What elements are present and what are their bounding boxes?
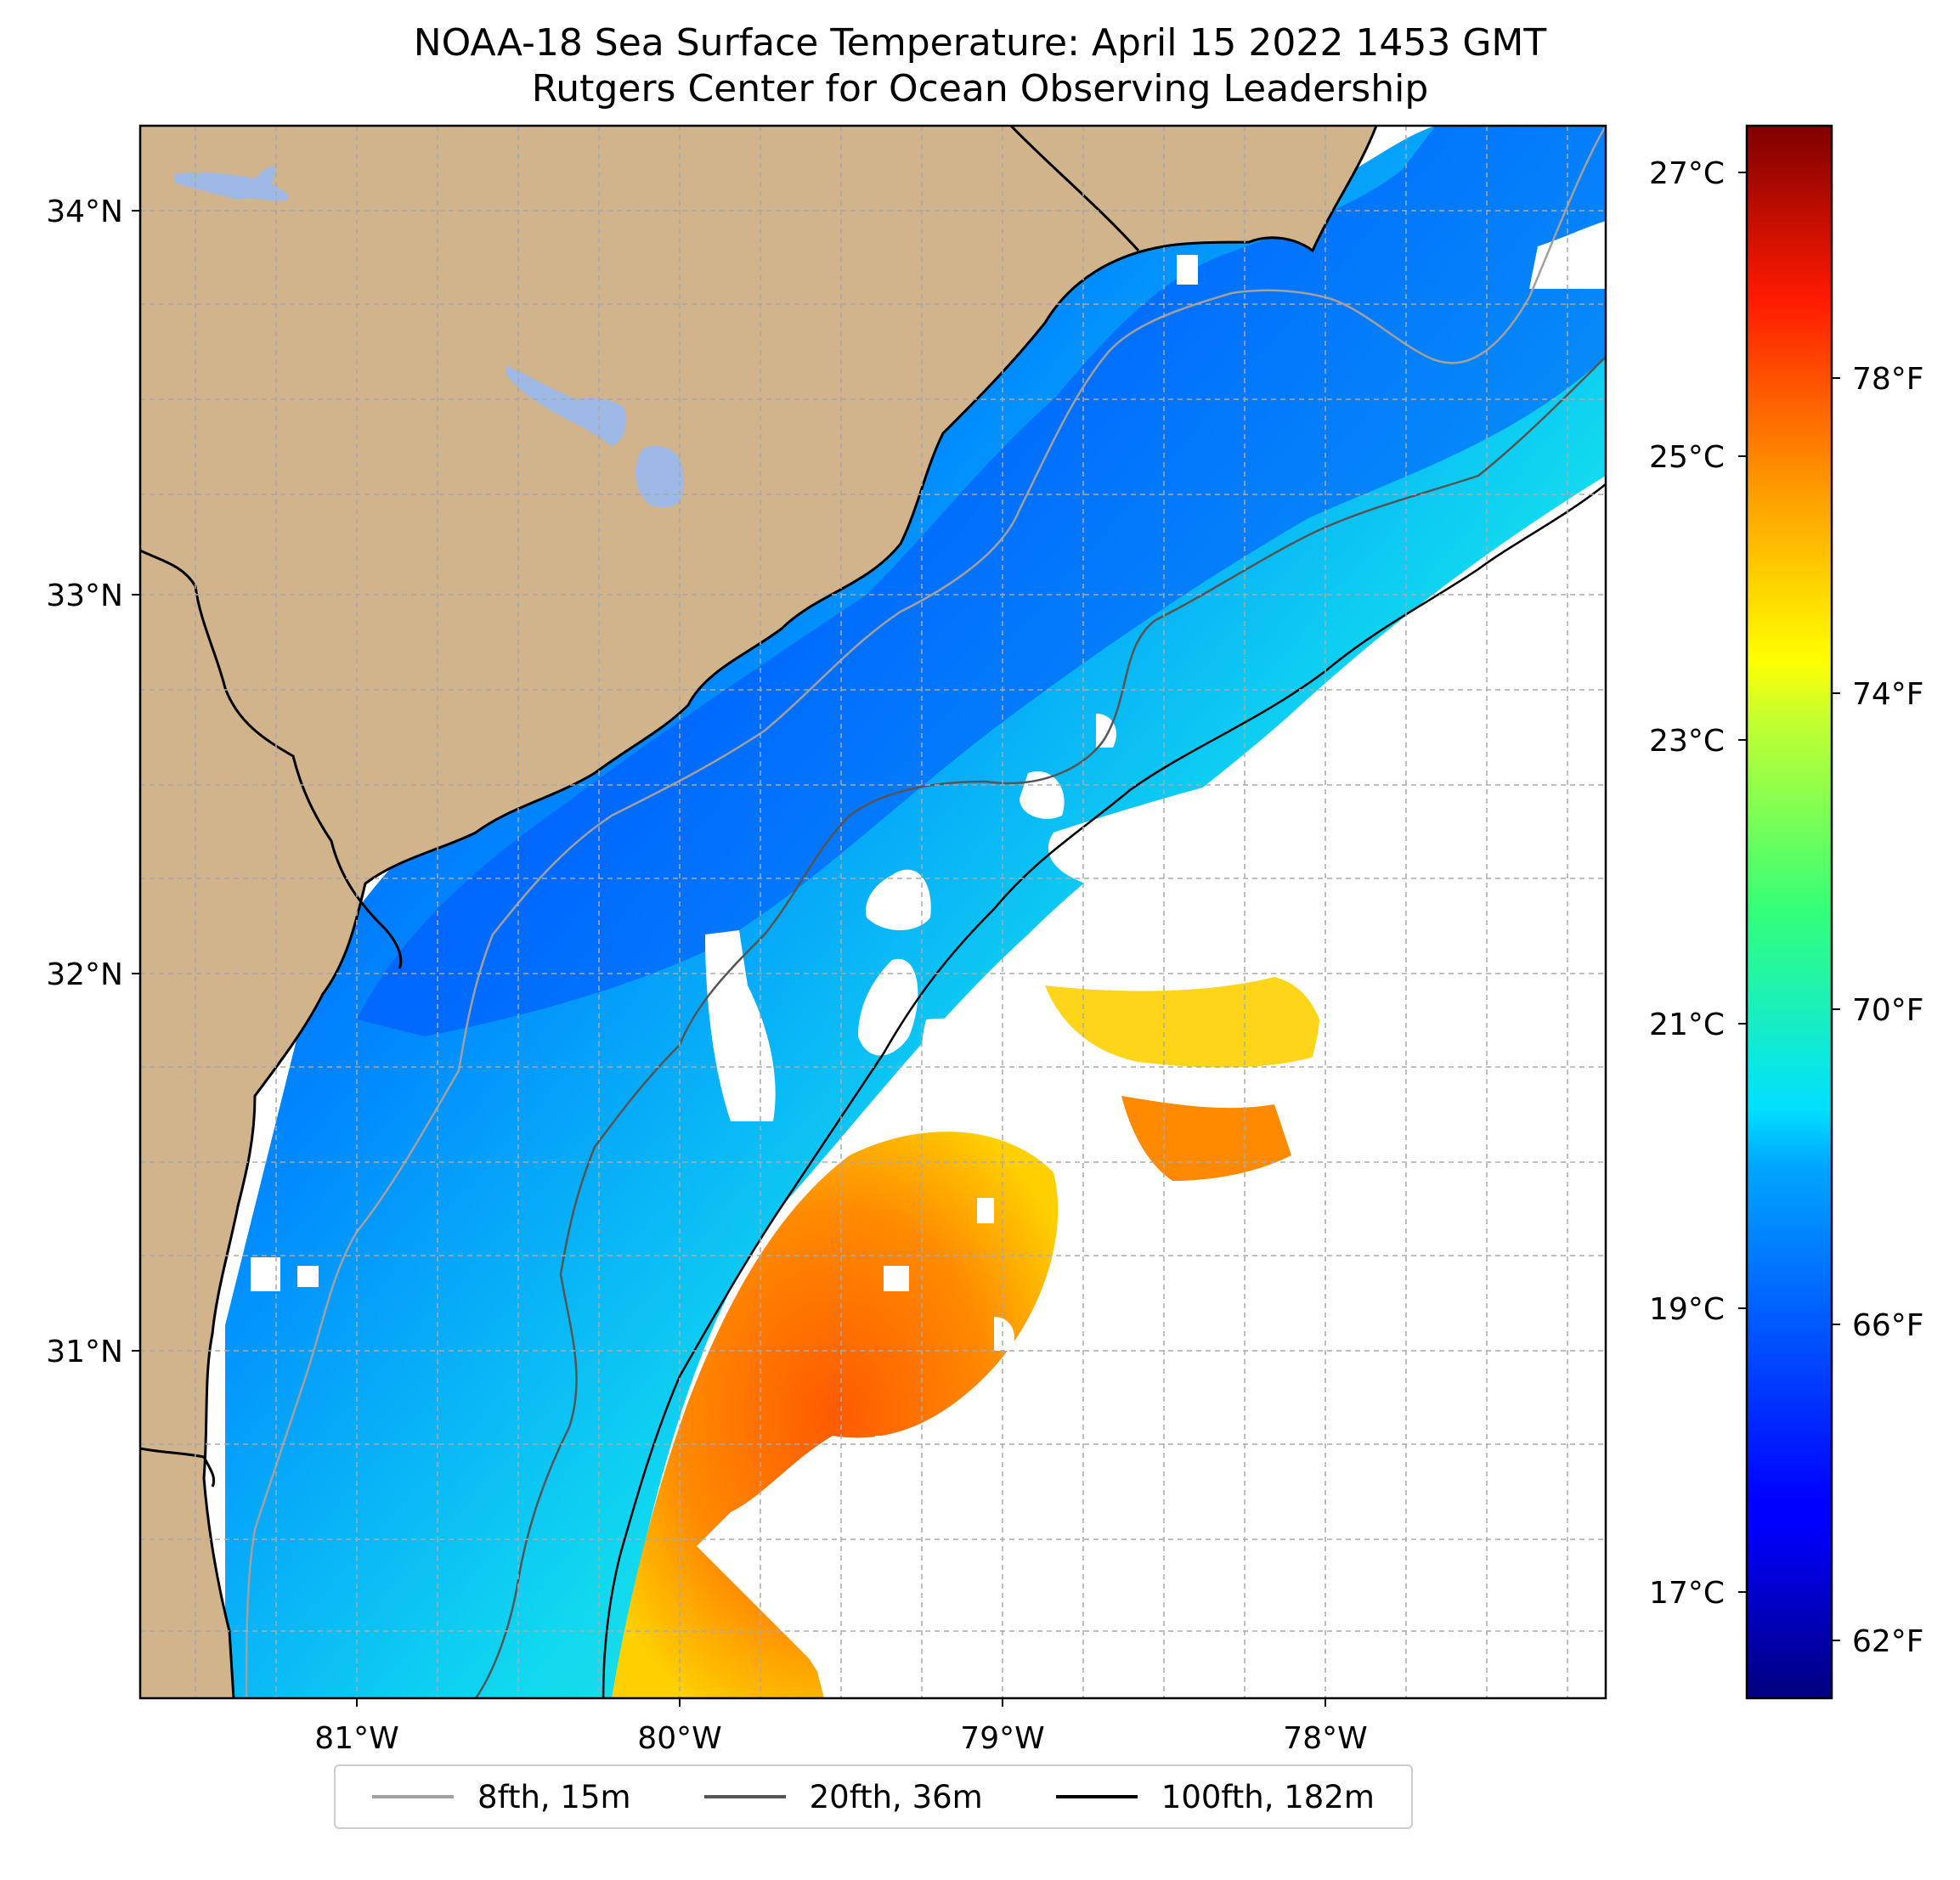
- celsius-tick-label: 19°C: [1649, 1292, 1725, 1327]
- map-frame: [138, 124, 1607, 1700]
- lon-tick-label: 78°W: [1283, 1721, 1367, 1756]
- celsius-tick-label: 23°C: [1649, 724, 1725, 759]
- lakes: [174, 166, 684, 508]
- legend-line-swatch: [703, 1795, 786, 1798]
- celsius-tick-label: 27°C: [1649, 156, 1725, 191]
- chart-subtitle: Rutgers Center for Ocean Observing Leade…: [531, 67, 1429, 110]
- legend-label: 100fth, 182m: [1161, 1778, 1375, 1815]
- legend-label: 8fth, 15m: [477, 1778, 631, 1815]
- colorbar-ticks: [1738, 172, 1840, 1641]
- sst-yellow-patch: [1045, 977, 1325, 1068]
- lon-tick-label: 79°W: [960, 1721, 1044, 1756]
- lat-tick-label: 33°N: [46, 579, 123, 613]
- fahrenheit-tick-label: 78°F: [1852, 362, 1924, 397]
- celsius-tick-label: 21°C: [1649, 1008, 1725, 1042]
- contour-8fth: [245, 126, 1606, 1698]
- celsius-tick-label: 25°C: [1649, 440, 1725, 475]
- celsius-tick-label: 17°C: [1649, 1576, 1725, 1611]
- fahrenheit-tick-label: 74°F: [1852, 677, 1924, 712]
- legend-line-swatch: [372, 1795, 455, 1798]
- lon-tick-label: 80°W: [637, 1721, 721, 1756]
- land-mass: [140, 126, 1376, 1698]
- lat-tick-label: 32°N: [46, 957, 123, 992]
- contour-legend: 8fth, 15m 20fth, 36m 100fth, 182m: [334, 1764, 1413, 1829]
- lat-tick-label: 34°N: [46, 195, 123, 229]
- contour-20fth: [474, 356, 1606, 1698]
- map-area: [140, 126, 1606, 1698]
- fahrenheit-tick-label: 66°F: [1852, 1308, 1924, 1343]
- legend-label: 20fth, 36m: [809, 1778, 983, 1815]
- legend-line-swatch: [1055, 1795, 1138, 1798]
- legend-item-100fth: 100fth, 182m: [1055, 1778, 1375, 1815]
- chart-title: NOAA-18 Sea Surface Temperature: April 1…: [413, 21, 1547, 65]
- contour-100fth: [602, 483, 1606, 1698]
- lon-tick-label: 81°W: [314, 1721, 398, 1756]
- axis-ticks: [132, 210, 1326, 1707]
- fahrenheit-tick-label: 62°F: [1852, 1624, 1924, 1659]
- lat-tick-label: 31°N: [46, 1335, 123, 1369]
- sst-cold-band: [357, 126, 1606, 1036]
- sst-warm-patch-south: [612, 1132, 1059, 1698]
- grid-lines: [140, 126, 1606, 1698]
- fahrenheit-tick-label: 70°F: [1852, 993, 1924, 1028]
- legend-item-20fth: 20fth, 36m: [703, 1778, 983, 1815]
- legend-item-8fth: 8fth, 15m: [372, 1779, 631, 1815]
- colorbar: [1745, 124, 1833, 1700]
